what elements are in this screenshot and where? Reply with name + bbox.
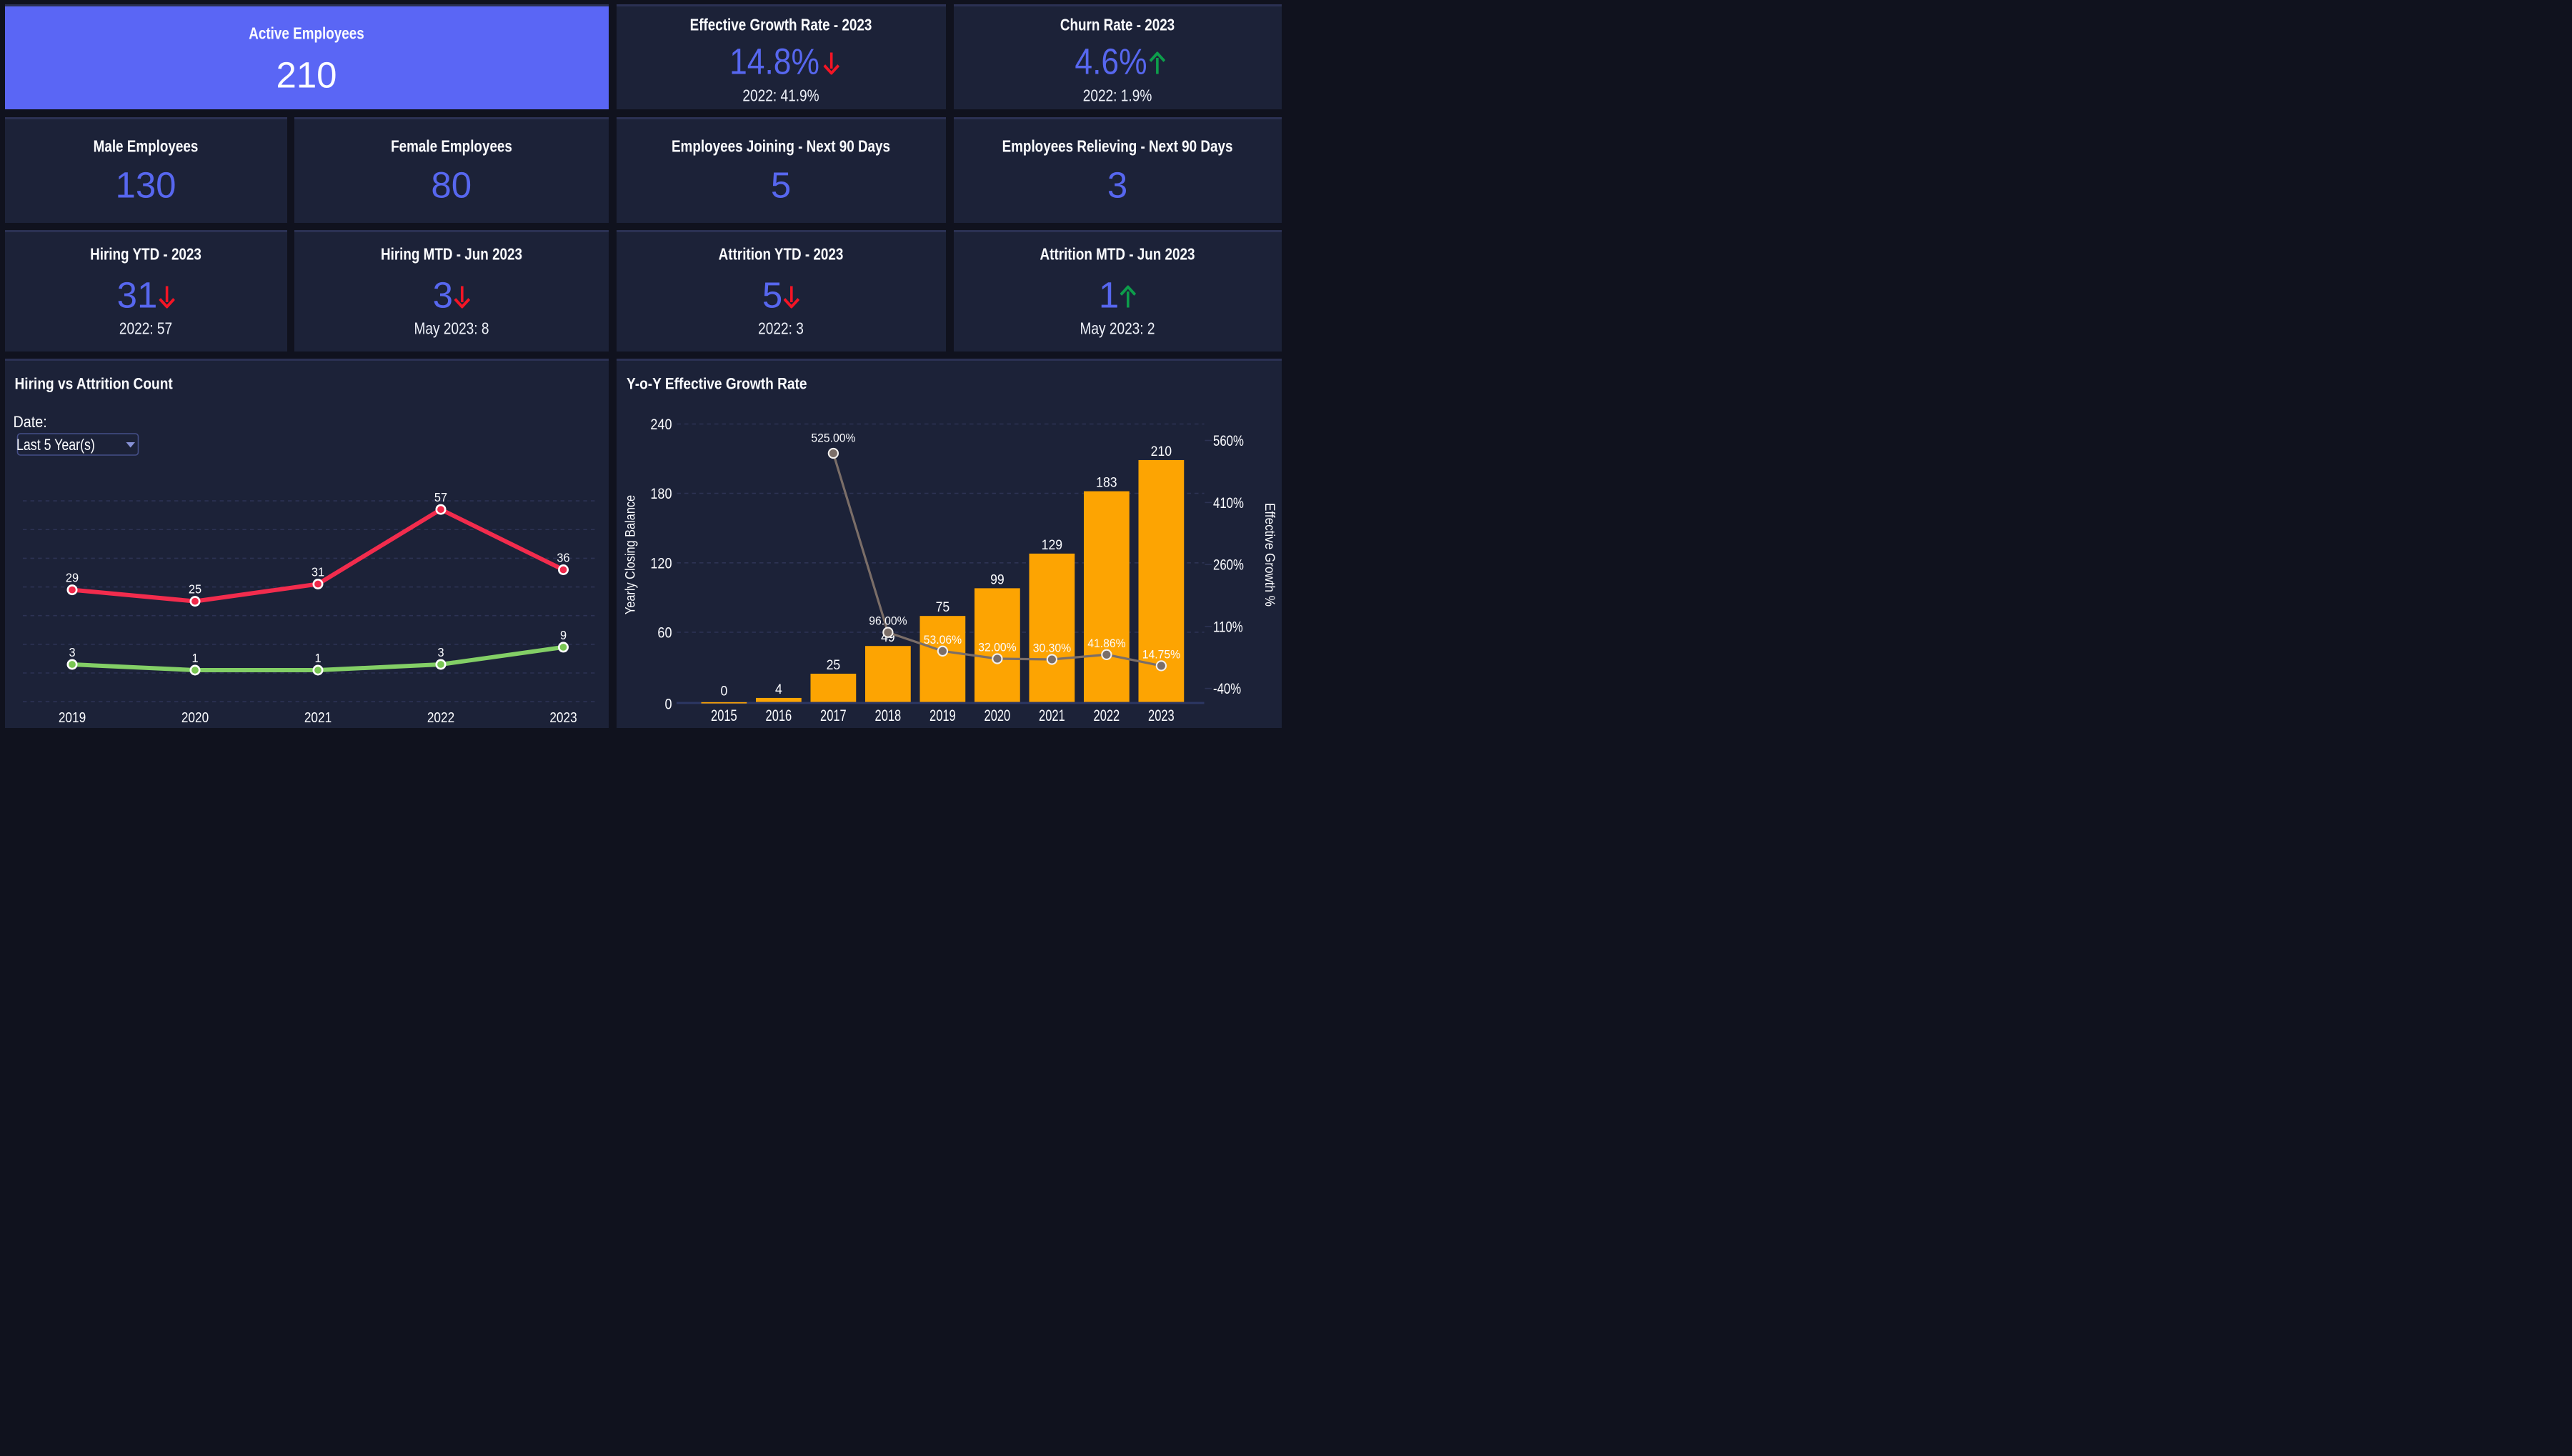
svg-text:560%: 560% xyxy=(1213,433,1244,449)
svg-text:53.06%: 53.06% xyxy=(923,634,961,647)
svg-text:31: 31 xyxy=(311,565,324,579)
svg-text:Y-o-Y Effective Growth Rate: Y-o-Y Effective Growth Rate xyxy=(627,375,807,393)
svg-text:183: 183 xyxy=(1096,474,1117,490)
svg-text:30.30%: 30.30% xyxy=(1032,642,1070,654)
svg-text:36: 36 xyxy=(557,551,569,564)
svg-text:180: 180 xyxy=(650,486,672,503)
svg-text:110%: 110% xyxy=(1213,619,1243,636)
svg-text:25: 25 xyxy=(188,582,201,596)
svg-text:2023: 2023 xyxy=(549,710,577,727)
svg-text:9: 9 xyxy=(559,629,566,642)
svg-text:4: 4 xyxy=(774,681,782,697)
svg-text:0: 0 xyxy=(664,696,672,713)
svg-text:2023: 2023 xyxy=(1148,707,1175,725)
svg-text:60: 60 xyxy=(657,624,672,642)
svg-text:410%: 410% xyxy=(1213,495,1244,512)
svg-text:2021: 2021 xyxy=(304,710,331,727)
svg-text:Last 5 Year(s): Last 5 Year(s) xyxy=(16,437,95,454)
svg-text:1: 1 xyxy=(314,652,321,665)
svg-text:129: 129 xyxy=(1041,537,1062,552)
svg-text:240: 240 xyxy=(650,417,672,434)
svg-text:1: 1 xyxy=(191,652,198,665)
svg-text:2019: 2019 xyxy=(929,707,956,725)
svg-text:2018: 2018 xyxy=(874,707,901,725)
svg-text:Hiring vs Attrition Count: Hiring vs Attrition Count xyxy=(14,375,172,393)
svg-text:14.75%: 14.75% xyxy=(1142,648,1180,661)
svg-text:260%: 260% xyxy=(1213,557,1244,574)
svg-text:75: 75 xyxy=(935,599,949,614)
svg-text:29: 29 xyxy=(65,571,78,584)
svg-text:99: 99 xyxy=(990,572,1005,587)
svg-text:2020: 2020 xyxy=(181,710,208,727)
svg-text:2019: 2019 xyxy=(58,710,85,727)
svg-text:3: 3 xyxy=(437,646,444,659)
svg-text:Effective Growth %: Effective Growth % xyxy=(1262,503,1277,607)
svg-text:525.00%: 525.00% xyxy=(811,432,855,444)
svg-text:Date:: Date: xyxy=(13,414,46,431)
svg-text:2016: 2016 xyxy=(765,707,792,725)
svg-text:2022: 2022 xyxy=(427,710,454,727)
svg-text:41.86%: 41.86% xyxy=(1087,637,1125,650)
svg-text:Yearly Closing Balance: Yearly Closing Balance xyxy=(622,495,637,614)
svg-text:0: 0 xyxy=(720,682,727,698)
svg-text:2017: 2017 xyxy=(820,707,847,725)
svg-text:2022: 2022 xyxy=(1093,707,1120,725)
svg-text:96.00%: 96.00% xyxy=(869,614,907,627)
svg-text:-40%: -40% xyxy=(1213,681,1241,697)
svg-text:2020: 2020 xyxy=(984,707,1010,725)
svg-text:120: 120 xyxy=(650,555,672,572)
svg-text:25: 25 xyxy=(826,657,840,672)
svg-text:57: 57 xyxy=(434,491,447,504)
svg-text:2015: 2015 xyxy=(711,707,737,725)
svg-text:2021: 2021 xyxy=(1039,707,1065,725)
svg-text:210: 210 xyxy=(1150,443,1171,459)
svg-text:32.00%: 32.00% xyxy=(978,641,1016,654)
svg-text:3: 3 xyxy=(69,646,75,659)
